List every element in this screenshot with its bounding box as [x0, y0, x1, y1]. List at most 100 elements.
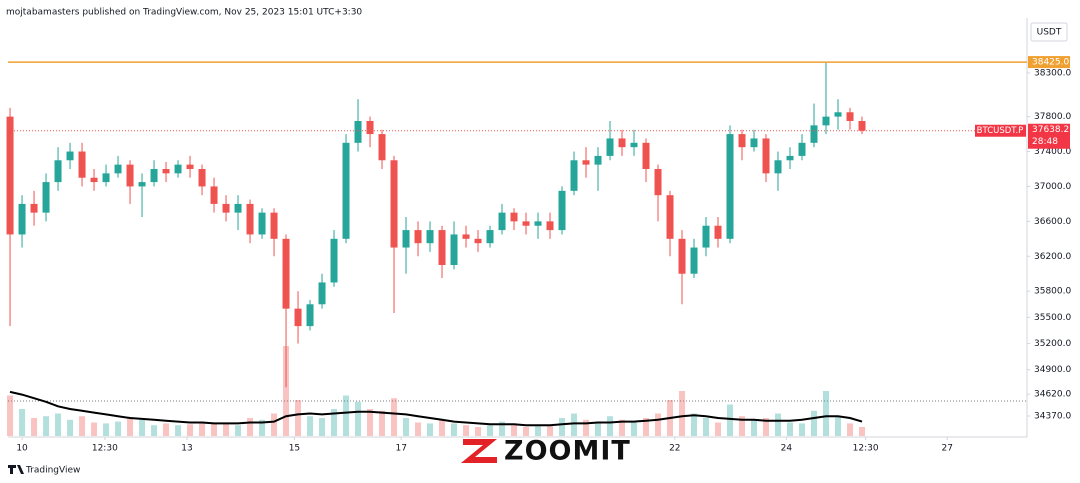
volume-bar [163, 423, 170, 436]
volume-bar [691, 413, 698, 436]
x-tick-label: 15 [289, 444, 300, 454]
volume-bar [823, 391, 830, 436]
volume-bar [847, 423, 854, 436]
candle-body [210, 186, 218, 204]
candle-body [342, 142, 350, 239]
footer-logo [8, 465, 24, 474]
volume-bar [535, 426, 542, 436]
candle-body [594, 155, 602, 165]
candle-body [546, 221, 554, 231]
candle-body [114, 164, 122, 174]
currency: USDT [1037, 28, 1062, 38]
candle-body [30, 203, 38, 213]
candle-body [798, 142, 806, 156]
volume-bar [475, 427, 482, 436]
volume-bar [811, 410, 818, 436]
volume-bar [787, 422, 794, 436]
volume-bar [307, 416, 314, 436]
candle-body [162, 168, 170, 174]
volume-bar [679, 391, 686, 436]
y-tick-label: 35200.0 [1034, 339, 1071, 349]
y-tick-label: 37800.0 [1034, 112, 1071, 122]
candle-body [654, 168, 662, 196]
candle-body [450, 234, 458, 265]
volume-ma-line [9, 390, 863, 427]
volume-bar [547, 425, 554, 436]
candle-body [570, 160, 578, 191]
candle-body [810, 125, 818, 143]
candle-body [66, 151, 74, 161]
candle-body [846, 112, 854, 121]
volume-bar [715, 422, 722, 436]
candle-body [666, 195, 674, 239]
volume-bar [127, 418, 134, 436]
volume-bar [835, 416, 842, 436]
volume-bar [259, 419, 266, 436]
volume-bar [343, 395, 350, 436]
volume-bar [355, 401, 362, 436]
volume-bar [751, 419, 758, 436]
volume-bar [655, 413, 662, 436]
x-tick-label: 12:30 [92, 444, 118, 454]
plot: 38300.0 37800.0 37400.0 37000.0 36600.0 36200… [6, 56, 1071, 454]
candle-body [258, 212, 266, 235]
candle-body [306, 304, 314, 327]
volume-bar [775, 413, 782, 436]
candle-body [246, 203, 254, 235]
symbol-box [975, 124, 1026, 137]
volume-bar [91, 422, 98, 436]
x-tick-label: 10 [16, 444, 28, 454]
candle-body [174, 164, 182, 174]
volume-bar [451, 423, 458, 436]
footer: TradingView [8, 465, 80, 476]
volume-bar [571, 413, 578, 436]
currency-box[interactable] [1030, 22, 1068, 42]
countdown-label: 28:48 [1032, 137, 1058, 147]
level-label-box [1028, 56, 1070, 69]
candle-body [378, 134, 386, 161]
volume-bar [211, 422, 218, 436]
volume-bar [283, 346, 290, 436]
volume-bar [427, 423, 434, 436]
candle-body [462, 234, 470, 239]
x-tick-label: 22 [669, 444, 680, 454]
candle-body [102, 173, 110, 183]
candle-body [234, 203, 242, 213]
volume-bar [271, 413, 278, 436]
x-tick-label: 27 [941, 444, 952, 454]
candle-body [330, 238, 338, 283]
candle-body [186, 164, 194, 169]
volume-bar [523, 427, 530, 436]
publish-info: mojtabamasters published on TradingView.… [6, 8, 362, 18]
candle-body [54, 160, 62, 183]
y-tick-label: 37000.0 [1034, 182, 1071, 192]
candle-body [222, 203, 230, 213]
y-tick-label: 36600.0 [1034, 217, 1071, 227]
candle-body [138, 182, 146, 187]
volume-bar [331, 409, 338, 436]
y-tick-label: 37400.0 [1034, 147, 1071, 157]
volume-bar [415, 422, 422, 436]
candle-body [762, 138, 770, 174]
volume-bar [607, 416, 614, 436]
candle-body [630, 142, 638, 148]
candle-body [498, 212, 506, 231]
candle-body [642, 142, 650, 169]
volume-bar [247, 418, 254, 436]
y-tick-label: 35800.0 [1034, 287, 1071, 297]
volume-bar [55, 413, 62, 436]
volume-bar [595, 421, 602, 436]
y-tick-label: 34620.0 [1034, 390, 1071, 400]
candle-body [150, 168, 158, 183]
candle-body [774, 160, 782, 174]
candle-body [270, 212, 278, 239]
volume-bar [79, 416, 86, 436]
y-tick-label: 35500.0 [1034, 313, 1071, 323]
volume-bar [115, 421, 122, 436]
candle-body [42, 182, 50, 213]
x-tick-label: 24 [781, 444, 793, 454]
volume-bar [67, 419, 74, 436]
candle-body [78, 151, 86, 178]
volume-bar [511, 425, 518, 436]
